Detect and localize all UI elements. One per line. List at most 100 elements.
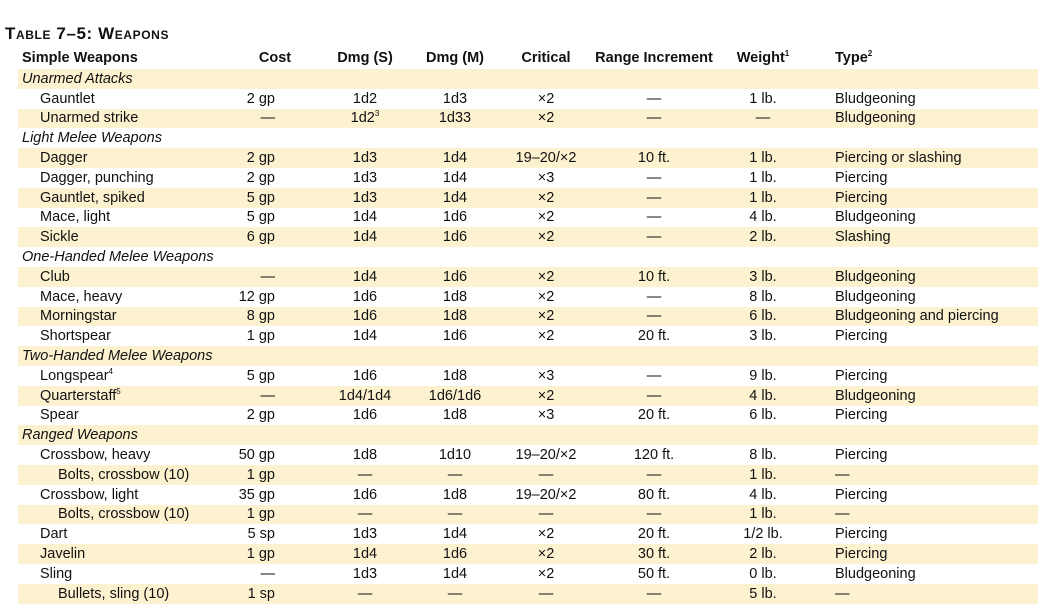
weight-cell: 1 lb. <box>749 466 777 483</box>
weight-cell: 2 lb. <box>749 545 777 562</box>
weight-cell: 1 lb. <box>749 189 777 206</box>
weapon-name: Crossbow, heavy <box>40 446 151 463</box>
dmg-small-cell: 1d6 <box>352 367 378 384</box>
table-title: Table 7–5: Weapons <box>5 24 170 43</box>
type-cell: Piercing or slashing <box>835 149 962 166</box>
weapon-name: Mace, heavy <box>40 288 123 305</box>
dmg-medium-cell: — <box>447 506 463 523</box>
weapon-name: Sickle <box>40 229 79 246</box>
header-type: Type2 <box>835 48 873 66</box>
header-critical: Critical <box>521 49 571 66</box>
table-row: Morningstar 8 gp 1d6 1d8 ×2—6 lb. Bludgeoning… <box>18 306 1038 327</box>
dmg-medium-cell: 1d4 <box>442 189 468 206</box>
weight-cell: 8 lb. <box>749 446 777 463</box>
weight-cell: 5 lb. <box>749 585 777 602</box>
dmg-small-cell: 1d4 <box>352 268 378 285</box>
weapon-name: Quarterstaff5 <box>40 386 121 404</box>
table-row: Bolts, crossbow (10) 1 gp — — — —1 lb. — <box>18 504 1038 525</box>
dmg-medium-cell: 1d4 <box>442 149 468 166</box>
dmg-medium-cell: 1d33 <box>438 110 472 127</box>
range-cell: — <box>646 189 662 206</box>
weapon-name: Dagger, punching <box>40 169 154 186</box>
critical-cell: ×2 <box>537 565 555 582</box>
critical-cell: ×2 <box>537 110 555 127</box>
type-cell: Piercing <box>835 446 888 463</box>
dmg-medium-cell: 1d4 <box>442 565 468 582</box>
weapon-name: Gauntlet, spiked <box>40 189 145 206</box>
critical-cell: ×3 <box>537 367 555 384</box>
type-cell: Bludgeoning <box>835 209 916 226</box>
table-row: Sickle 6 gp 1d4 1d6 ×2—2 lb. Slashing <box>18 227 1038 248</box>
critical-cell: ×2 <box>537 229 555 246</box>
header-range: Range Increment <box>595 49 713 66</box>
type-cell: — <box>835 466 850 483</box>
header-weight: Weight1 <box>736 48 790 66</box>
dmg-medium-cell: 1d8 <box>442 367 468 384</box>
table-row: Quarterstaff5—1d4/1d4 1d6/1d6 ×2—4 lb. Blud… <box>18 385 1038 406</box>
dmg-medium-cell: 1d6 <box>442 545 468 562</box>
range-cell: 10 ft. <box>637 149 671 166</box>
weight-cell: 1/2 lb. <box>743 526 783 543</box>
range-cell: 50 ft. <box>637 565 671 582</box>
header-dmg-s: Dmg (S) <box>337 49 393 66</box>
weapon-name: Bullets, sling (10) <box>58 585 170 602</box>
table-row: Longspear4 5 gp 1d6 1d8 ×3—9 lb. Piercing <box>40 366 888 384</box>
type-cell: Piercing <box>835 545 888 562</box>
type-cell: Bludgeoning <box>835 565 916 582</box>
table-row: Dart 5 sp 1d3 1d4 ×2 20 ft. 1/2 lb. Piercing <box>40 526 888 543</box>
table-row: Javelin 1 gp 1d4 1d6 ×2 30 ft. 2 lb. Piercing <box>18 544 1038 564</box>
section-header-row: Unarmed Attacks <box>18 69 1038 89</box>
type-cell: Piercing <box>835 189 888 206</box>
type-cell: Piercing <box>835 367 888 384</box>
weapon-name: Morningstar <box>40 308 117 325</box>
dmg-small-cell: 1d6 <box>352 288 378 305</box>
range-cell: 30 ft. <box>637 545 671 562</box>
dmg-small-cell: 1d8 <box>352 446 378 463</box>
range-cell: — <box>646 367 662 384</box>
dmg-small-cell: 1d4 <box>352 545 378 562</box>
table-row: Mace, heavy 12 gp 1d6 1d8 ×2—8 lb. Bludgeonin… <box>40 288 916 305</box>
weight-cell: 4 lb. <box>749 387 777 404</box>
dmg-medium-cell: 1d3 <box>442 90 468 107</box>
weapon-name: Bolts, crossbow (10) <box>58 506 190 523</box>
section-title: Two-Handed Melee Weapons <box>22 347 213 364</box>
critical-cell: ×2 <box>537 288 555 305</box>
range-cell: — <box>646 90 662 107</box>
section-header-row: Ranged Weapons <box>18 425 1038 446</box>
table-row: Spear 2 gp 1d6 1d8 ×3 20 ft. 6 lb. Piercing <box>40 407 888 424</box>
weight-cell: 8 lb. <box>749 288 777 305</box>
dmg-medium-cell: 1d8 <box>442 308 468 325</box>
weight-cell: 1 lb. <box>749 149 777 166</box>
type-cell: Bludgeoning <box>835 288 916 305</box>
range-cell: — <box>646 229 662 246</box>
type-cell: Piercing <box>835 526 888 543</box>
dmg-small-cell: 1d3 <box>352 526 378 543</box>
critical-cell: ×2 <box>537 209 555 226</box>
dmg-medium-cell: 1d8 <box>442 288 468 305</box>
critical-cell: ×3 <box>537 169 555 186</box>
range-cell: — <box>646 387 662 404</box>
dmg-medium-cell: 1d4 <box>442 526 468 543</box>
section-title: Ranged Weapons <box>22 427 138 444</box>
dmg-small-cell: 1d3 <box>352 169 378 186</box>
weight-cell: 9 lb. <box>749 367 777 384</box>
weapon-name: Spear <box>40 407 79 424</box>
section-header-row: Two-Handed Melee Weapons <box>18 346 1038 366</box>
type-cell: Piercing <box>835 169 888 186</box>
table-row: Crossbow, light 35 gp 1d6 1d8 19–20/×2 80 ft.… <box>40 486 888 503</box>
table-row: Unarmed strike —1d23 1d33 ×2— — Bludgeoning <box>18 108 1038 129</box>
dmg-small-cell: 1d4/1d4 <box>338 387 392 404</box>
weapon-name: Dart <box>40 526 68 543</box>
dmg-medium-cell: 1d6 <box>442 209 468 226</box>
section-title: One-Handed Melee Weapons <box>22 248 214 265</box>
critical-cell: 19–20/×2 <box>515 486 577 503</box>
type-cell: Slashing <box>835 229 891 246</box>
range-cell: — <box>646 288 662 305</box>
weight-cell: — <box>755 110 771 127</box>
weapon-name: Gauntlet <box>40 90 95 107</box>
type-cell: Piercing <box>835 407 888 424</box>
table-row: Sling —1d3 1d4 ×2 50 ft. 0 lb. Bludgeoning <box>40 565 916 582</box>
weight-cell: 6 lb. <box>749 407 777 424</box>
table-row: Club —1d4 1d6 ×2 10 ft. 3 lb. Bludgeoning <box>18 267 1038 287</box>
type-cell: Bludgeoning <box>835 110 916 127</box>
